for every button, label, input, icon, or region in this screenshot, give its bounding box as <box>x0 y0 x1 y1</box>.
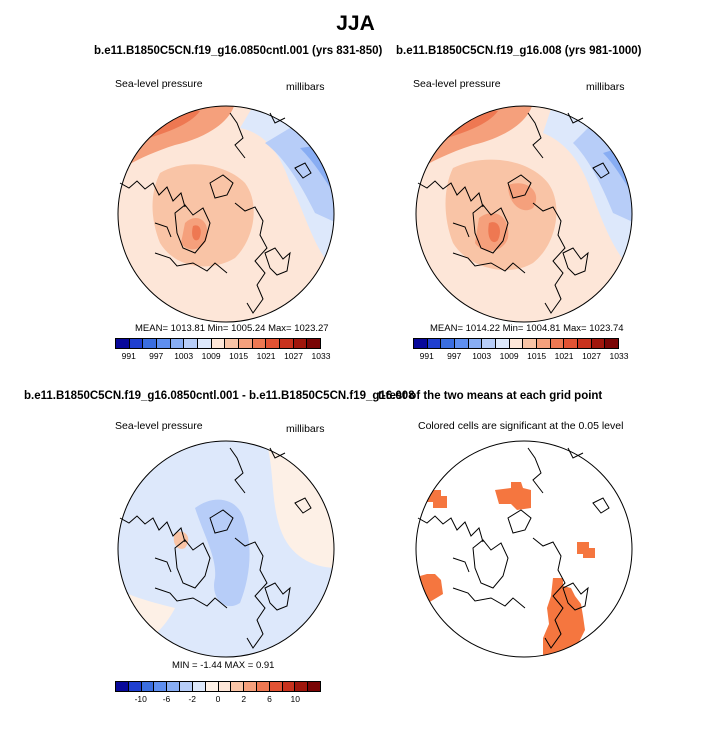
colorbar-tick-label: 997 <box>447 351 462 361</box>
panel-title-bottom-left: b.e11.B1850C5CN.f19_g16.0850cntl.001 - b… <box>24 390 415 402</box>
colorbar-tick-label: 1015 <box>527 351 547 361</box>
colorbar-swatch <box>564 339 579 348</box>
colorbar-swatch <box>307 339 321 348</box>
colorbar-swatch <box>591 339 606 348</box>
colorbar-tick-label: 1009 <box>499 351 519 361</box>
colorbar-swatch <box>414 339 428 348</box>
panel-title-bottom-right: t-test of the two means at each grid poi… <box>378 390 603 402</box>
polar-map-bottom-left <box>117 440 335 658</box>
colorbar-top-right <box>413 338 619 349</box>
colorbar-swatch <box>269 682 283 691</box>
colorbar-swatch <box>218 682 232 691</box>
colorbar-swatch <box>170 339 185 348</box>
colorbar-swatch <box>509 339 524 348</box>
variable-label: Sea-level pressure <box>115 78 203 90</box>
stats-bottom-left: MIN = -1.44 MAX = 0.91 <box>172 660 275 671</box>
colorbar-swatch <box>455 339 469 348</box>
colorbar-top-left <box>115 338 321 349</box>
colorbar-swatch <box>482 339 497 348</box>
colorbar-tick-label: 991 <box>121 351 136 361</box>
colorbar-swatch <box>211 339 226 348</box>
panel-title-top-right: b.e11.B1850C5CN.f19_g16.008 (yrs 981-100… <box>396 45 642 57</box>
colorbar-swatch <box>129 339 144 348</box>
colorbar-swatch <box>184 339 199 348</box>
colorbar-swatch <box>244 682 257 691</box>
colorbar-swatch <box>192 682 206 691</box>
units-label: millibars <box>286 81 325 93</box>
colorbar-swatch <box>252 339 267 348</box>
colorbar-tick-label: 1033 <box>609 351 629 361</box>
colorbar-ticks: -10 -6 -2 0 2 6 10 <box>115 694 321 706</box>
polar-map-bottom-right <box>415 440 633 658</box>
colorbar-swatch <box>180 682 193 691</box>
colorbar-swatch <box>496 339 510 348</box>
colorbar-bottom-left <box>115 681 321 692</box>
colorbar-tick-label: -10 <box>134 694 147 704</box>
stats-top-left: MEAN= 1013.81 Min= 1005.24 Max= 1023.27 <box>135 323 329 334</box>
colorbar-swatch <box>280 339 294 348</box>
colorbar-tick-label: 1021 <box>554 351 574 361</box>
colorbar-tick-label: 1015 <box>229 351 249 361</box>
colorbar-swatch <box>231 682 245 691</box>
colorbar-swatch <box>605 339 619 348</box>
colorbar-tick-label: 1003 <box>174 351 194 361</box>
colorbar-tick-label: 10 <box>290 694 300 704</box>
colorbar-swatch <box>143 339 158 348</box>
colorbar-swatch <box>550 339 565 348</box>
units-label: millibars <box>586 81 625 93</box>
colorbar-swatch <box>468 339 483 348</box>
polar-map-top-left <box>117 105 335 323</box>
colorbar-swatch <box>282 682 296 691</box>
colorbar-tick-label: 991 <box>419 351 434 361</box>
colorbar-swatch <box>578 339 592 348</box>
panel-title-top-left: b.e11.B1850C5CN.f19_g16.0850cntl.001 (yr… <box>94 45 383 57</box>
colorbar-swatch <box>293 339 308 348</box>
colorbar-tick-label: 997 <box>149 351 164 361</box>
colorbar-tick-label: -2 <box>188 694 197 704</box>
colorbar-tick-label: 2 <box>241 694 247 704</box>
colorbar-swatch <box>225 339 240 348</box>
colorbar-swatch <box>154 682 168 691</box>
colorbar-swatch <box>205 682 219 691</box>
colorbar-swatch <box>308 682 320 691</box>
colorbar-swatch <box>116 682 129 691</box>
colorbar-swatch <box>157 339 171 348</box>
variable-label: Sea-level pressure <box>413 78 501 90</box>
significance-note: Colored cells are significant at the 0.0… <box>418 420 624 432</box>
variable-label: Sea-level pressure <box>115 420 203 432</box>
colorbar-ticks: 991 997 1003 1009 1015 1021 1027 1033 <box>413 351 629 363</box>
colorbar-swatch <box>427 339 442 348</box>
colorbar-tick-label: 1021 <box>256 351 276 361</box>
colorbar-swatch <box>141 682 155 691</box>
colorbar-swatch <box>441 339 456 348</box>
units-label: millibars <box>286 423 325 435</box>
colorbar-swatch <box>128 682 142 691</box>
colorbar-swatch <box>266 339 281 348</box>
colorbar-tick-label: 1027 <box>582 351 601 361</box>
stats-top-right: MEAN= 1014.22 Min= 1004.81 Max= 1023.74 <box>430 323 624 334</box>
colorbar-tick-label: 1033 <box>311 351 331 361</box>
colorbar-swatch <box>198 339 212 348</box>
polar-map-top-right <box>415 105 633 323</box>
colorbar-swatch <box>116 339 130 348</box>
colorbar-tick-label: 6 <box>267 694 272 704</box>
colorbar-tick-label: -6 <box>162 694 171 704</box>
colorbar-swatch <box>295 682 309 691</box>
colorbar-tick-label: 1003 <box>472 351 492 361</box>
colorbar-tick-label: 1009 <box>201 351 221 361</box>
colorbar-swatch <box>523 339 538 348</box>
colorbar-swatch <box>256 682 270 691</box>
colorbar-tick-label: 1027 <box>284 351 303 361</box>
colorbar-tick-label: 0 <box>215 694 221 704</box>
colorbar-ticks: 991 997 1003 1009 1015 1021 1027 1033 <box>115 351 331 363</box>
colorbar-swatch <box>167 682 181 691</box>
colorbar-swatch <box>537 339 551 348</box>
colorbar-swatch <box>239 339 253 348</box>
season-title: JJA <box>336 12 375 35</box>
